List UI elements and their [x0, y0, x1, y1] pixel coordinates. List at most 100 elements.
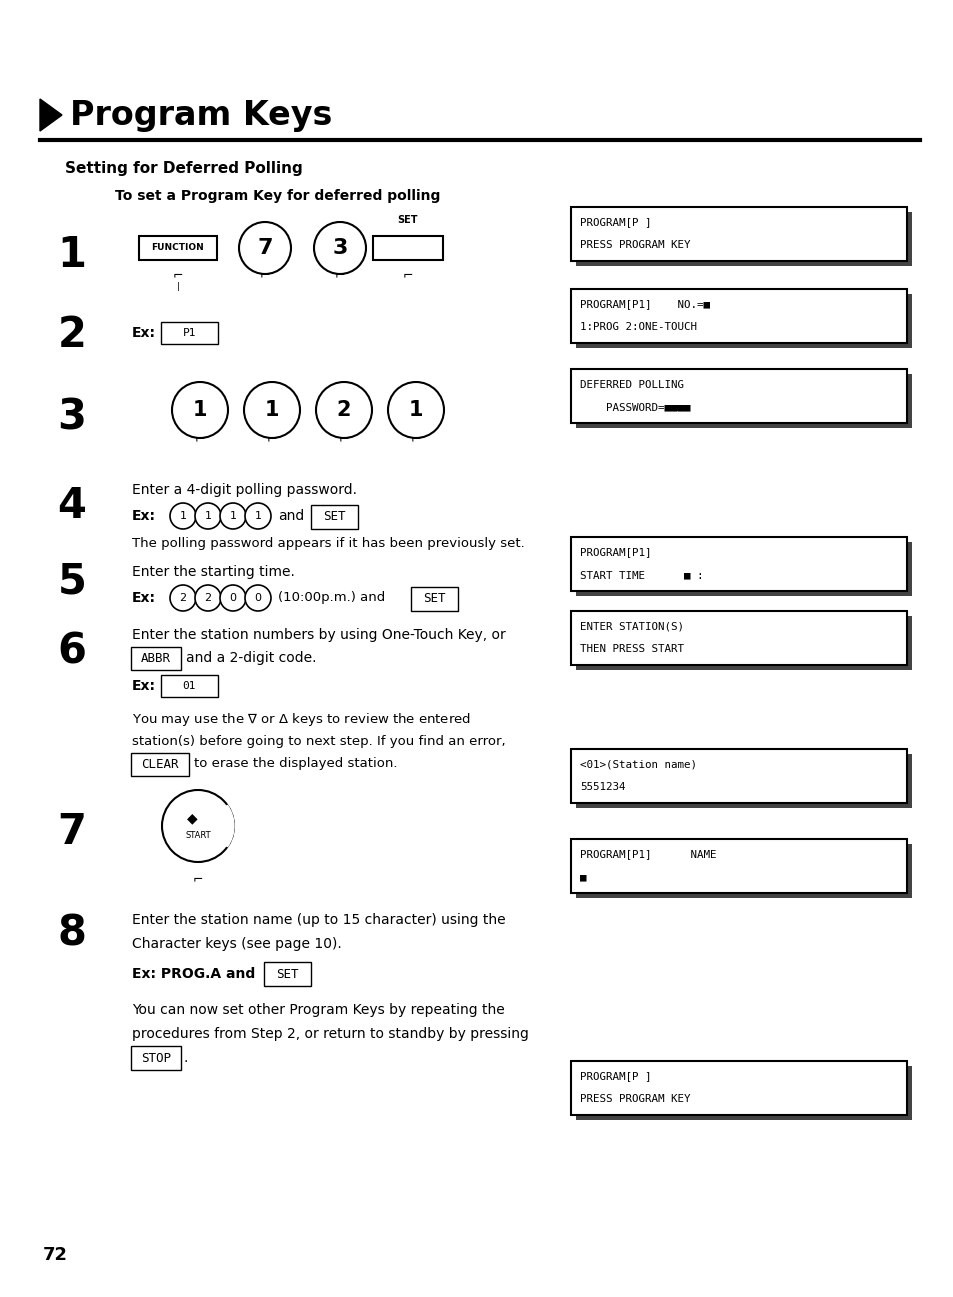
- FancyBboxPatch shape: [373, 236, 442, 259]
- Text: and a 2-digit code.: and a 2-digit code.: [186, 651, 316, 665]
- Wedge shape: [198, 805, 233, 847]
- FancyBboxPatch shape: [571, 370, 906, 423]
- FancyBboxPatch shape: [576, 294, 911, 348]
- Text: Ex: PROG.A and: Ex: PROG.A and: [132, 968, 255, 981]
- Text: SET: SET: [397, 215, 417, 224]
- Text: PASSWORD=■■■■: PASSWORD=■■■■: [579, 402, 690, 412]
- Text: PROGRAM[P ]: PROGRAM[P ]: [579, 218, 651, 227]
- Text: 0: 0: [230, 593, 236, 603]
- Text: FUNCTION: FUNCTION: [152, 244, 204, 253]
- Circle shape: [244, 383, 299, 438]
- FancyBboxPatch shape: [161, 322, 218, 344]
- Circle shape: [220, 503, 246, 529]
- FancyBboxPatch shape: [131, 754, 189, 776]
- Text: PROGRAM[P1]      NAME: PROGRAM[P1] NAME: [579, 850, 716, 860]
- Text: |: |: [176, 281, 179, 291]
- Text: Ex:: Ex:: [132, 508, 156, 523]
- Text: To set a Program Key for deferred polling: To set a Program Key for deferred pollin…: [115, 189, 440, 204]
- Text: Enter the station numbers by using One-Touch Key, or: Enter the station numbers by using One-T…: [132, 628, 505, 642]
- Text: 3: 3: [57, 397, 87, 438]
- FancyBboxPatch shape: [411, 588, 457, 611]
- FancyBboxPatch shape: [139, 236, 216, 259]
- Text: 1: 1: [193, 399, 207, 420]
- FancyBboxPatch shape: [571, 537, 906, 591]
- Text: STOP: STOP: [141, 1052, 171, 1065]
- Circle shape: [239, 222, 291, 274]
- Text: THEN PRESS START: THEN PRESS START: [579, 645, 683, 655]
- Circle shape: [315, 383, 372, 438]
- FancyBboxPatch shape: [571, 839, 906, 894]
- FancyBboxPatch shape: [131, 647, 181, 671]
- Text: START: START: [185, 831, 211, 840]
- Text: ■: ■: [579, 873, 586, 882]
- Text: 2: 2: [57, 314, 87, 355]
- Circle shape: [162, 790, 233, 863]
- Text: 1: 1: [57, 233, 87, 276]
- Text: 8: 8: [57, 913, 87, 955]
- Text: PROGRAM[P1]: PROGRAM[P1]: [579, 547, 651, 558]
- Text: 1: 1: [265, 399, 279, 420]
- Circle shape: [314, 222, 366, 274]
- FancyBboxPatch shape: [571, 289, 906, 342]
- FancyBboxPatch shape: [311, 505, 357, 529]
- Text: .: .: [184, 1051, 188, 1065]
- FancyBboxPatch shape: [576, 211, 911, 266]
- Text: Ex:: Ex:: [132, 326, 156, 340]
- Text: ENTER STATION(S): ENTER STATION(S): [579, 621, 683, 632]
- Text: ⌐: ⌐: [402, 268, 413, 281]
- Text: You can now set other Program Keys by repeating the: You can now set other Program Keys by re…: [132, 1003, 504, 1017]
- Text: ⌐: ⌐: [267, 432, 277, 445]
- Text: to erase the displayed station.: to erase the displayed station.: [193, 757, 397, 770]
- Text: 5: 5: [57, 560, 87, 602]
- Text: Enter the station name (up to 15 character) using the: Enter the station name (up to 15 charact…: [132, 913, 505, 927]
- FancyBboxPatch shape: [576, 844, 911, 898]
- Text: The polling password appears if it has been previously set.: The polling password appears if it has b…: [132, 537, 524, 550]
- Text: ⌐: ⌐: [193, 872, 203, 885]
- FancyBboxPatch shape: [576, 1066, 911, 1121]
- FancyBboxPatch shape: [571, 748, 906, 803]
- Text: Program Keys: Program Keys: [70, 99, 332, 131]
- Circle shape: [388, 383, 443, 438]
- Text: Ex:: Ex:: [132, 591, 156, 604]
- Text: ⌐: ⌐: [411, 432, 421, 445]
- Text: SET: SET: [322, 510, 345, 523]
- Text: 3: 3: [332, 239, 347, 258]
- Circle shape: [245, 585, 271, 611]
- Text: 2: 2: [179, 593, 187, 603]
- Text: ⌐: ⌐: [259, 268, 270, 281]
- Text: 1: 1: [230, 511, 236, 521]
- Text: You may use the $\mathsf{\nabla}$ or $\mathsf{\Delta}$ keys to review the entere: You may use the $\mathsf{\nabla}$ or $\m…: [132, 712, 471, 729]
- Circle shape: [245, 503, 271, 529]
- Text: PROGRAM[P ]: PROGRAM[P ]: [579, 1071, 651, 1082]
- Polygon shape: [40, 99, 62, 131]
- Text: procedures from Step 2, or return to standby by pressing: procedures from Step 2, or return to sta…: [132, 1027, 528, 1041]
- Text: Enter the starting time.: Enter the starting time.: [132, 565, 294, 578]
- FancyBboxPatch shape: [571, 611, 906, 665]
- Text: 01: 01: [183, 681, 196, 691]
- Circle shape: [170, 585, 195, 611]
- Text: PROGRAM[P1]    NO.=■: PROGRAM[P1] NO.=■: [579, 300, 709, 310]
- Circle shape: [194, 503, 221, 529]
- Text: ⌐: ⌐: [194, 432, 205, 445]
- Text: 1: 1: [179, 511, 186, 521]
- Text: 1: 1: [408, 399, 423, 420]
- FancyBboxPatch shape: [161, 674, 218, 696]
- Text: 7: 7: [57, 811, 87, 853]
- Text: 7: 7: [257, 239, 273, 258]
- FancyBboxPatch shape: [576, 754, 911, 808]
- Text: <01>(Station name): <01>(Station name): [579, 760, 697, 769]
- Text: Setting for Deferred Polling: Setting for Deferred Polling: [65, 161, 302, 175]
- Circle shape: [170, 503, 195, 529]
- Circle shape: [220, 585, 246, 611]
- Text: 0: 0: [254, 593, 261, 603]
- FancyBboxPatch shape: [131, 1045, 181, 1070]
- Text: PRESS PROGRAM KEY: PRESS PROGRAM KEY: [579, 1095, 690, 1105]
- Text: 5551234: 5551234: [579, 782, 625, 792]
- Text: and: and: [277, 508, 304, 523]
- Circle shape: [172, 383, 228, 438]
- FancyBboxPatch shape: [571, 1061, 906, 1115]
- Text: 1:PROG 2:ONE-TOUCH: 1:PROG 2:ONE-TOUCH: [579, 323, 697, 332]
- FancyBboxPatch shape: [576, 542, 911, 597]
- FancyBboxPatch shape: [576, 616, 911, 671]
- Text: 1: 1: [204, 511, 212, 521]
